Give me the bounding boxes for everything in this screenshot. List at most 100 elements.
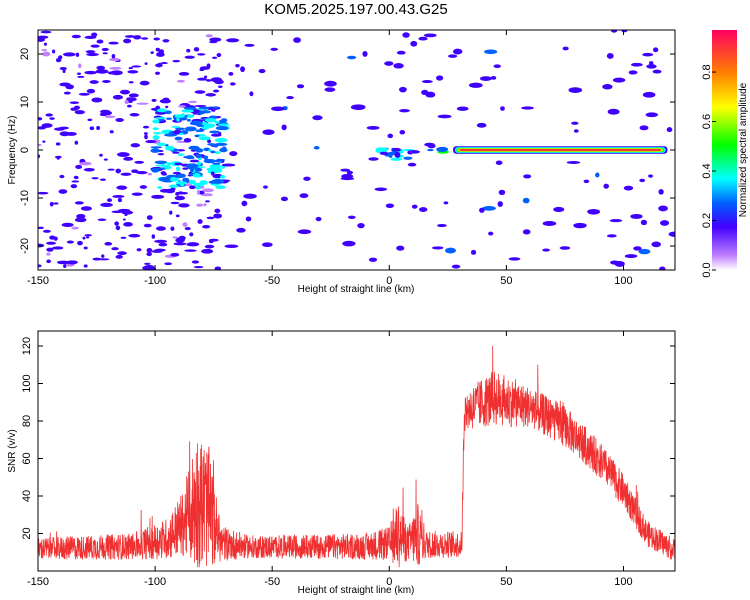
spectral-blob [201,248,214,254]
spectral-blob [85,236,90,239]
spectral-blob [204,75,208,79]
spectral-blob [156,51,165,57]
spectral-blob [166,117,172,120]
spectral-blob [139,185,148,189]
spectral-blob [172,151,180,154]
spectral-blob [184,126,197,132]
spectral-blob [83,264,88,268]
spectral-blob [164,165,172,170]
spectral-blob [488,231,494,236]
spectral-blob [95,69,109,74]
spectral-blob [170,226,175,231]
spectral-blob [71,226,79,230]
spectral-blob [38,143,42,147]
spectral-blob [71,180,80,183]
spectral-blob [303,176,311,181]
spectral-blob [583,179,590,184]
spectral-blob [214,208,221,214]
spectral-blob [186,48,191,53]
spectral-blob [385,203,395,209]
spectral-blob [437,223,447,228]
spectral-blob [190,156,195,159]
colorbar-tick-label: 0.0 [701,262,713,277]
spectral-blob [357,223,365,229]
spectral-blob [133,35,142,40]
spectral-blob [205,79,212,82]
spectral-blob [243,193,257,199]
spectral-blob [164,133,178,137]
spectral-blob [168,184,179,188]
spectral-blob [216,53,222,58]
spectral-blob [399,129,406,135]
spectral-blob [56,260,70,265]
spectral-blob [97,218,107,222]
spectral-blob [624,254,638,259]
spectral-blob [157,186,162,189]
spectral-blob [96,65,106,70]
spectral-blob [150,51,154,55]
spectral-blob [214,151,221,154]
spectral-blob [205,34,213,38]
spectral-blob [162,39,170,43]
spectral-blob [164,110,172,115]
spectral-blob [170,201,180,205]
spectral-blob [204,244,215,249]
spectral-blob [387,133,394,139]
spectral-blob [172,236,178,239]
spectral-blob [194,134,200,138]
spectral-blob [603,183,610,189]
spectral-blob [164,262,173,266]
spectral-blob [195,153,202,159]
y-tick-label: -10 [19,190,31,206]
spectral-blob [120,236,127,239]
spectral-blob [495,160,503,166]
spectral-blob [77,240,83,246]
spectral-blob [144,262,151,265]
spectral-blob [476,122,487,128]
spectral-blob [214,120,219,124]
colorbar-tick-label: 0.2 [701,213,713,228]
spectral-blob [396,50,406,55]
spectral-blob [190,149,197,152]
spectral-blob [38,191,49,195]
spectral-blob [91,97,103,103]
spectral-blob [195,129,205,133]
spectral-blob [89,80,99,84]
spectral-blob [568,87,583,94]
spectral-blob [158,176,171,182]
spectral-blob [658,189,664,195]
spectral-blob [106,198,113,203]
spectral-blob [165,145,175,151]
spectral-blob [70,184,78,189]
spectral-blob [188,100,198,104]
x-tick-label: 100 [614,576,632,588]
spectral-blob [210,171,215,176]
spectral-blob [143,132,148,135]
spectral-blob [146,247,153,253]
spectral-blob [186,242,200,247]
spectral-blob [201,193,213,197]
spectral-blob [479,76,492,82]
snr-series-line [38,345,675,568]
y-tick-label: 20 [19,48,31,60]
spectral-blob [196,203,204,207]
y-tick-label: 120 [21,337,33,355]
spectral-blob [437,114,452,119]
spectral-blob [393,63,404,69]
spectral-blob [152,127,159,131]
figure-title: KOM5.2025.197.00.43.G25 [264,1,447,18]
colorbar-tick-label: 0.8 [701,64,713,79]
colorbar-tick-label: 0.4 [701,163,713,178]
spectral-blob [651,241,661,248]
spectral-blob [70,107,78,111]
spectral-blob [100,202,113,207]
spectral-blob [218,139,223,144]
spectral-blob [611,30,618,33]
x-tick-label: -150 [27,275,49,287]
spectral-blob [493,64,501,69]
spectral-blob [86,52,99,57]
spectral-blob [197,219,203,224]
spectral-blob [127,70,139,74]
spectral-blob [205,200,210,203]
spectral-blob [52,246,64,250]
